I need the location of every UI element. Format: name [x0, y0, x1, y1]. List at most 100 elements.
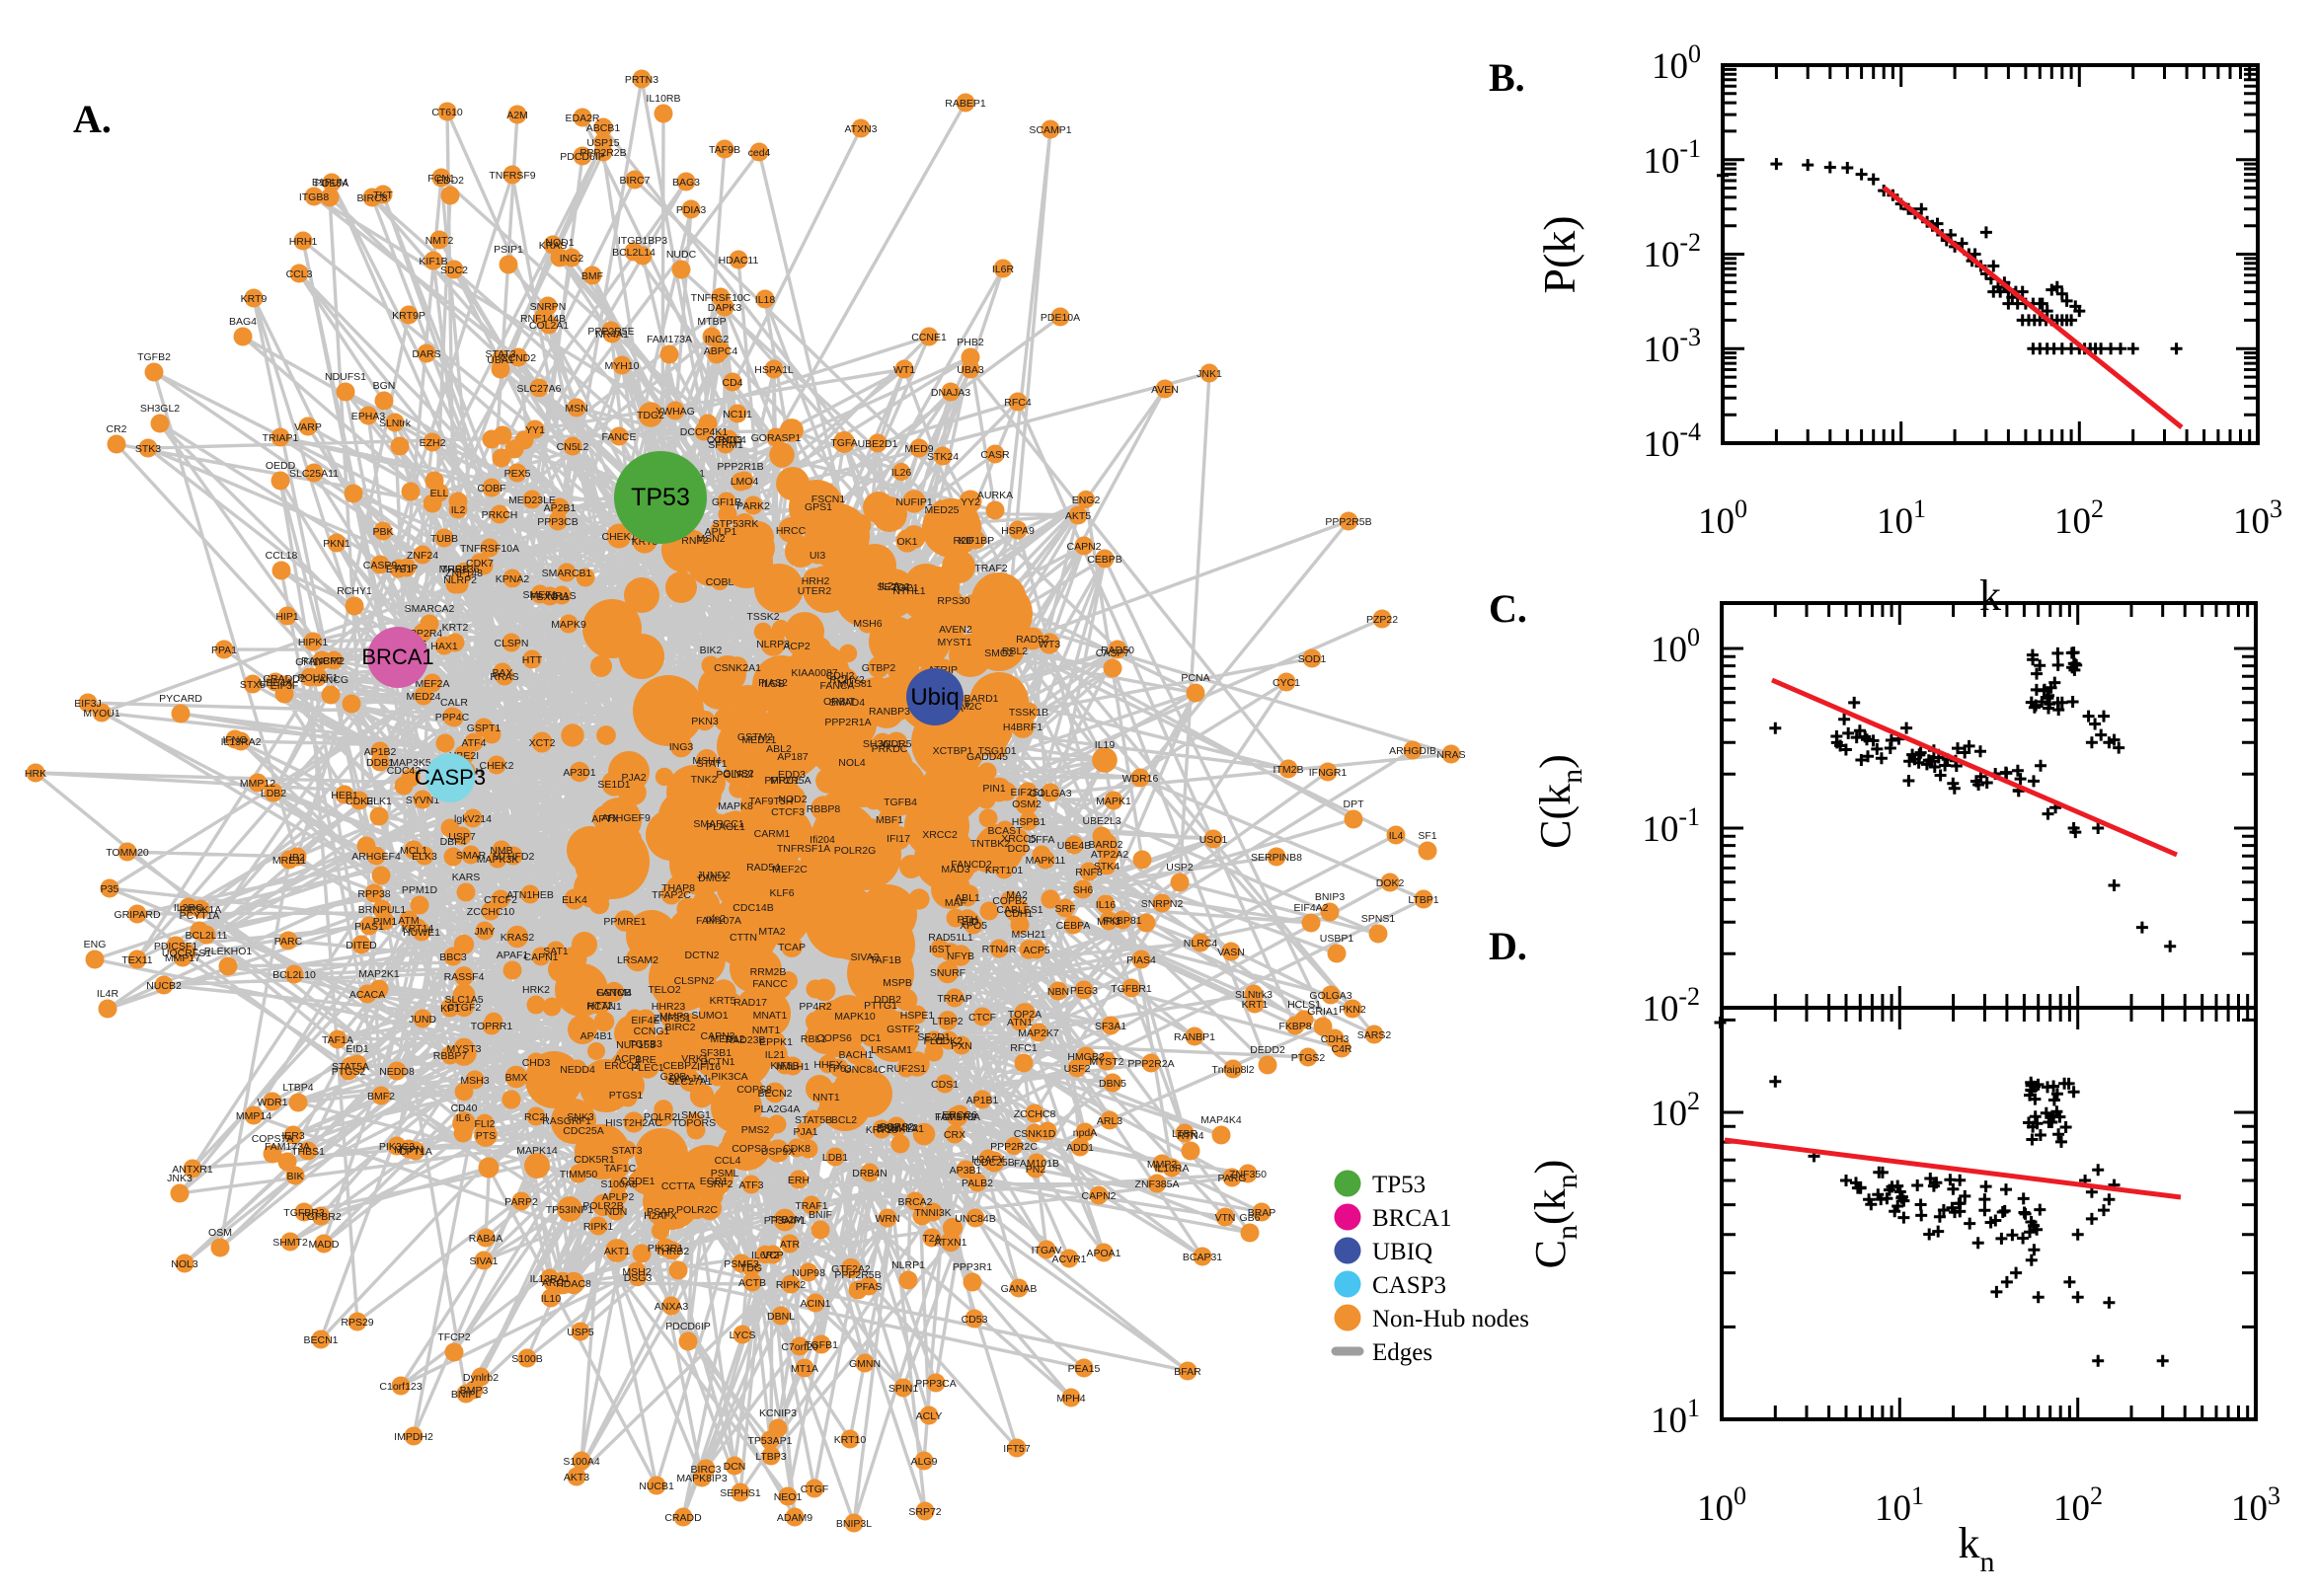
svg-text:UBE4A: UBE4A — [259, 677, 292, 689]
svg-text:GOLGA3: GOLGA3 — [1029, 788, 1071, 799]
svg-text:SLC1A5: SLC1A5 — [444, 994, 483, 1006]
svg-text:SIVA1: SIVA1 — [470, 1255, 499, 1267]
svg-text:MADD: MADD — [309, 1239, 340, 1251]
svg-text:USP5: USP5 — [567, 1327, 594, 1338]
svg-text:RUF2S1: RUF2S1 — [887, 1063, 926, 1075]
svg-text:USBP1: USBP1 — [1320, 933, 1354, 945]
svg-text:STAT3: STAT3 — [611, 1145, 642, 1157]
svg-text:PYCARD: PYCARD — [159, 693, 202, 705]
svg-text:STK24: STK24 — [927, 451, 959, 463]
svg-text:TFAP2C: TFAP2C — [652, 889, 691, 901]
svg-text:NOD2: NOD2 — [778, 794, 807, 805]
svg-text:MYST2: MYST2 — [1089, 1056, 1123, 1068]
svg-text:VTN: VTN — [1215, 1212, 1236, 1224]
svg-text:FCN1: FCN1 — [427, 173, 455, 185]
svg-text:Ifi204: Ifi204 — [810, 834, 835, 846]
svg-text:MTBP: MTBP — [697, 316, 726, 328]
svg-text:P(k): P(k) — [1534, 215, 1584, 293]
svg-text:DAPK3: DAPK3 — [708, 302, 742, 314]
svg-text:TRAF1: TRAF1 — [795, 1200, 827, 1212]
svg-text:SE2D1: SE2D1 — [917, 1031, 950, 1043]
svg-text:BAX: BAX — [492, 667, 512, 679]
svg-text:npdA: npdA — [1073, 1127, 1098, 1139]
svg-text:IL13RA2: IL13RA2 — [221, 736, 262, 748]
svg-text:SOD1: SOD1 — [1298, 653, 1327, 665]
svg-text:TAF9B: TAF9B — [709, 144, 740, 156]
svg-text:DRB4N: DRB4N — [852, 1168, 888, 1179]
svg-text:WDR16: WDR16 — [1122, 773, 1159, 785]
svg-text:RASSF4: RASSF4 — [444, 971, 485, 983]
svg-text:NUCB2: NUCB2 — [146, 980, 182, 992]
svg-text:NNT1: NNT1 — [812, 1092, 840, 1103]
svg-text:CDK2: CDK2 — [935, 1035, 963, 1047]
svg-text:ACP2: ACP2 — [783, 641, 811, 652]
svg-text:EIF4A2: EIF4A2 — [1293, 902, 1328, 914]
svg-text:SMARCA2: SMARCA2 — [405, 603, 455, 615]
svg-text:IL4: IL4 — [1389, 830, 1404, 842]
svg-text:TFB2M: TFB2M — [769, 1214, 803, 1226]
svg-text:AP1B2: AP1B2 — [364, 746, 397, 758]
svg-text:COBL: COBL — [706, 576, 734, 588]
svg-text:NBN: NBN — [1047, 986, 1069, 998]
svg-text:MMP2: MMP2 — [1147, 1159, 1177, 1171]
svg-text:C.: C. — [1489, 586, 1527, 631]
svg-text:MA2: MA2 — [1006, 889, 1028, 901]
svg-text:BMX: BMX — [505, 1072, 528, 1084]
svg-text:TGFB1: TGFB1 — [805, 1339, 838, 1351]
svg-text:CD4: CD4 — [722, 377, 742, 389]
svg-text:VRK1: VRK1 — [681, 1053, 709, 1065]
svg-text:MAD3: MAD3 — [941, 864, 969, 875]
svg-text:BNIF: BNIF — [809, 1209, 832, 1221]
svg-text:PIAS4: PIAS4 — [1126, 954, 1156, 966]
svg-text:IFNGR1: IFNGR1 — [1309, 767, 1348, 779]
svg-text:SARS2: SARS2 — [1357, 1029, 1392, 1041]
svg-text:IL10: IL10 — [541, 1293, 562, 1305]
svg-text:SPNS1: SPNS1 — [1361, 913, 1396, 925]
svg-text:ENG2: ENG2 — [1072, 494, 1101, 506]
svg-text:NEDD4: NEDD4 — [560, 1064, 595, 1076]
svg-text:OSM: OSM — [208, 1227, 232, 1239]
svg-text:TFCP2: TFCP2 — [437, 1331, 470, 1343]
svg-text:BID: BID — [962, 916, 979, 928]
svg-text:NLRP1: NLRP1 — [891, 1259, 925, 1271]
svg-text:UNC84B: UNC84B — [955, 1213, 995, 1225]
svg-text:TRIAP1: TRIAP1 — [263, 432, 299, 444]
svg-text:MAP2K1: MAP2K1 — [358, 968, 400, 980]
svg-text:KIF5B: KIF5B — [770, 1060, 799, 1072]
svg-text:RANBP2: RANBP2 — [301, 655, 343, 667]
svg-text:SRF2: SRF2 — [707, 1178, 733, 1190]
svg-text:COL2A1: COL2A1 — [529, 320, 569, 332]
svg-text:BACH1: BACH1 — [838, 1049, 873, 1061]
svg-text:DNAJA3: DNAJA3 — [931, 387, 970, 399]
svg-text:STK3: STK3 — [135, 443, 161, 455]
svg-text:SYVN1: SYVN1 — [406, 795, 440, 806]
svg-text:HSPA9: HSPA9 — [1001, 525, 1035, 537]
svg-text:CAPN2: CAPN2 — [1066, 541, 1101, 553]
svg-text:AP2B1: AP2B1 — [544, 502, 577, 514]
svg-text:ATF3: ATF3 — [739, 1179, 764, 1191]
svg-text:PDCD6IP: PDCD6IP — [560, 151, 605, 163]
svg-text:PHB2: PHB2 — [957, 337, 984, 348]
svg-text:TOP1: TOP1 — [891, 582, 918, 594]
svg-text:IL2RG: IL2RG — [174, 902, 203, 914]
svg-text:A.: A. — [73, 97, 112, 141]
svg-text:FANCE: FANCE — [601, 431, 636, 443]
svg-text:MSH2: MSH2 — [622, 1266, 651, 1278]
svg-text:BRCA1: BRCA1 — [361, 645, 433, 669]
svg-text:CD40: CD40 — [451, 1102, 478, 1114]
svg-text:CDC25A: CDC25A — [563, 1125, 603, 1137]
svg-text:Dynlrb2: Dynlrb2 — [463, 1372, 499, 1384]
svg-text:PIAS2: PIAS2 — [758, 677, 788, 689]
svg-text:CTTN: CTTN — [730, 932, 757, 944]
svg-text:RAD50: RAD50 — [1101, 645, 1134, 656]
svg-text:SFRM1: SFRM1 — [708, 439, 743, 451]
svg-text:BMP3: BMP3 — [460, 1385, 489, 1397]
svg-text:CASP7: CASP7 — [1096, 647, 1130, 659]
svg-text:PPP3CB: PPP3CB — [537, 516, 578, 528]
svg-text:AVEN2: AVEN2 — [939, 624, 972, 636]
svg-text:ATXN1: ATXN1 — [934, 1237, 966, 1249]
svg-text:BMF2: BMF2 — [367, 1091, 395, 1102]
svg-text:MAP3K5: MAP3K5 — [390, 757, 431, 769]
svg-text:CN5L2: CN5L2 — [557, 441, 589, 453]
svg-text:TP53INP1: TP53INP1 — [546, 1204, 594, 1216]
